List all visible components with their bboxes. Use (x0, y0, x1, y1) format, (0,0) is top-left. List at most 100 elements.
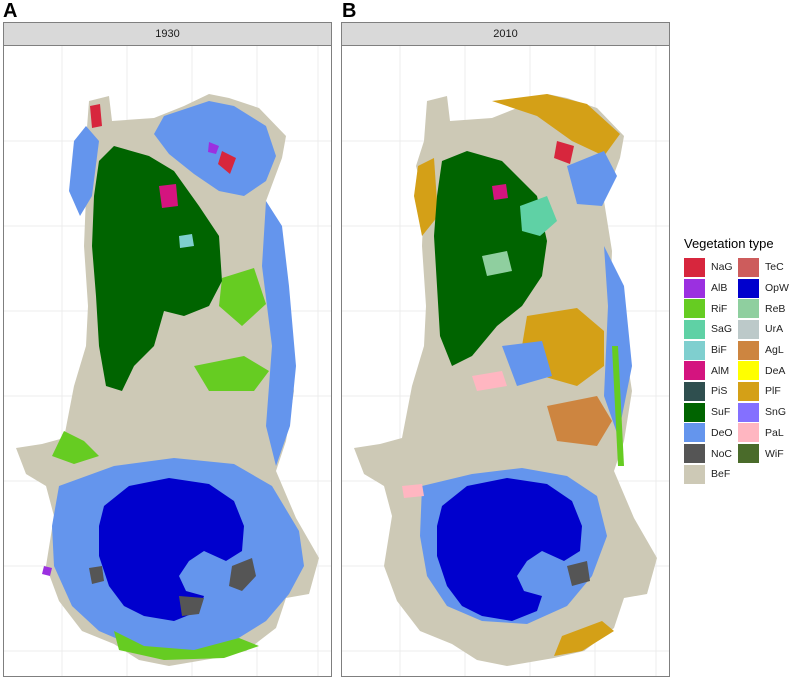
legend-swatch (684, 299, 705, 319)
legend-label: OpW (765, 282, 789, 295)
legend-item-noc: NoC (684, 443, 736, 464)
legend-item-reb: ReB (738, 298, 790, 319)
legend-label: AgL (765, 344, 784, 357)
legend-swatch (684, 361, 705, 381)
legend-swatch (684, 340, 705, 360)
legend-item-alm: AlM (684, 360, 736, 381)
legend-swatch (684, 319, 705, 339)
legend-item-tec: TeC (738, 257, 790, 278)
bif-patch (179, 234, 194, 248)
legend-label: PaL (765, 426, 784, 439)
legend-swatch (738, 319, 759, 339)
legend-item-opw: OpW (738, 278, 790, 299)
legend-label: AlB (711, 282, 728, 295)
rif-3 (114, 631, 259, 660)
legend-label: NoC (711, 447, 733, 460)
alm-patch (492, 184, 508, 200)
legend-label: DeA (765, 364, 786, 377)
legend-swatch (738, 257, 759, 277)
legend-item-nag: NaG (684, 257, 736, 278)
pal-patch-2 (402, 484, 424, 498)
legend-item-rif: RiF (684, 298, 736, 319)
legend-item-ura: UrA (738, 319, 790, 340)
alb-patch-1 (208, 142, 219, 154)
legend-item-deo: DeO (684, 423, 736, 444)
legend-label: NaG (711, 261, 733, 274)
plf-west (414, 158, 438, 236)
legend-label: TeC (765, 261, 784, 274)
legend-swatch (684, 423, 705, 443)
vegetation-map-1930 (4, 46, 331, 676)
legend-title: Vegetation type (684, 236, 774, 251)
legend-label: ReB (765, 302, 786, 315)
deo-mid (502, 341, 552, 386)
map-plot-2010 (342, 46, 669, 676)
legend-label: WiF (765, 447, 784, 460)
legend-swatch (738, 381, 759, 401)
plf-north (492, 94, 620, 156)
noc-1 (229, 558, 256, 591)
legend-label: SnG (765, 406, 787, 419)
legend-label: AlM (711, 364, 730, 377)
opw-lake (437, 478, 582, 621)
legend-swatch (684, 402, 705, 422)
legend-item-pal: PaL (738, 423, 790, 444)
legend-item-bef: BeF (684, 464, 736, 485)
legend-swatch (738, 299, 759, 319)
legend-swatch (684, 381, 705, 401)
rif-4 (194, 356, 269, 391)
nag-patch-2 (218, 151, 236, 174)
noc-3 (89, 566, 104, 584)
legend-swatch (684, 278, 705, 298)
reb-patch (482, 251, 512, 276)
legend-item-pis: PiS (684, 381, 736, 402)
legend-swatch (738, 423, 759, 443)
legend-swatch (738, 402, 759, 422)
map-panel-1930: 1930 (3, 22, 332, 677)
legend-swatch (738, 278, 759, 298)
suf-forest (92, 146, 222, 391)
deo-ne (567, 151, 617, 206)
legend-swatch (684, 257, 705, 277)
legend-swatch (684, 444, 705, 464)
vegetation-map-2010 (342, 46, 669, 676)
legend-item-wif: WiF (738, 443, 790, 464)
rif-1 (219, 268, 266, 326)
legend-swatch (738, 444, 759, 464)
legend-label: RiF (711, 302, 728, 315)
legend-item-sag: SaG (684, 319, 736, 340)
legend-item-bif: BiF (684, 340, 736, 361)
legend-item-dea: DeA (738, 360, 790, 381)
alm-patch (159, 184, 178, 208)
legend-item-alb: AlB (684, 278, 736, 299)
noc-patch (567, 561, 590, 586)
legend-label: PlF (765, 385, 781, 398)
legend-swatch (684, 464, 705, 484)
nag-patch (554, 141, 574, 164)
nag-patch-1 (90, 104, 102, 128)
legend-label: BeF (711, 468, 731, 481)
legend-item-plf: PlF (738, 381, 790, 402)
pal-patch-1 (472, 371, 507, 391)
noc-2 (179, 596, 204, 616)
facet-strip-1930: 1930 (4, 23, 331, 46)
legend-label: UrA (765, 323, 784, 336)
legend-item-agl: AgL (738, 340, 790, 361)
facet-strip-2010: 2010 (342, 23, 669, 46)
map-plot-1930 (4, 46, 331, 676)
legend-label: PiS (711, 385, 728, 398)
rif-2 (52, 431, 99, 464)
legend-swatch (738, 361, 759, 381)
alb-patch-2 (42, 566, 52, 576)
agl-center (547, 396, 612, 446)
opw-lake (99, 478, 244, 621)
sag-patch (520, 196, 557, 236)
legend: Vegetation type NaG TeC AlB OpW RiF ReB SaG UrA… (684, 236, 794, 485)
panel-letter-a: A (3, 0, 18, 22)
legend-label: DeO (711, 426, 733, 439)
legend-label: SaG (711, 323, 733, 336)
legend-label: BiF (711, 344, 727, 357)
deo-west (69, 126, 99, 216)
legend-swatch (738, 340, 759, 360)
legend-grid: NaG TeC AlB OpW RiF ReB SaG UrA BiF AgL AlM DeA PiS P… (684, 257, 794, 485)
